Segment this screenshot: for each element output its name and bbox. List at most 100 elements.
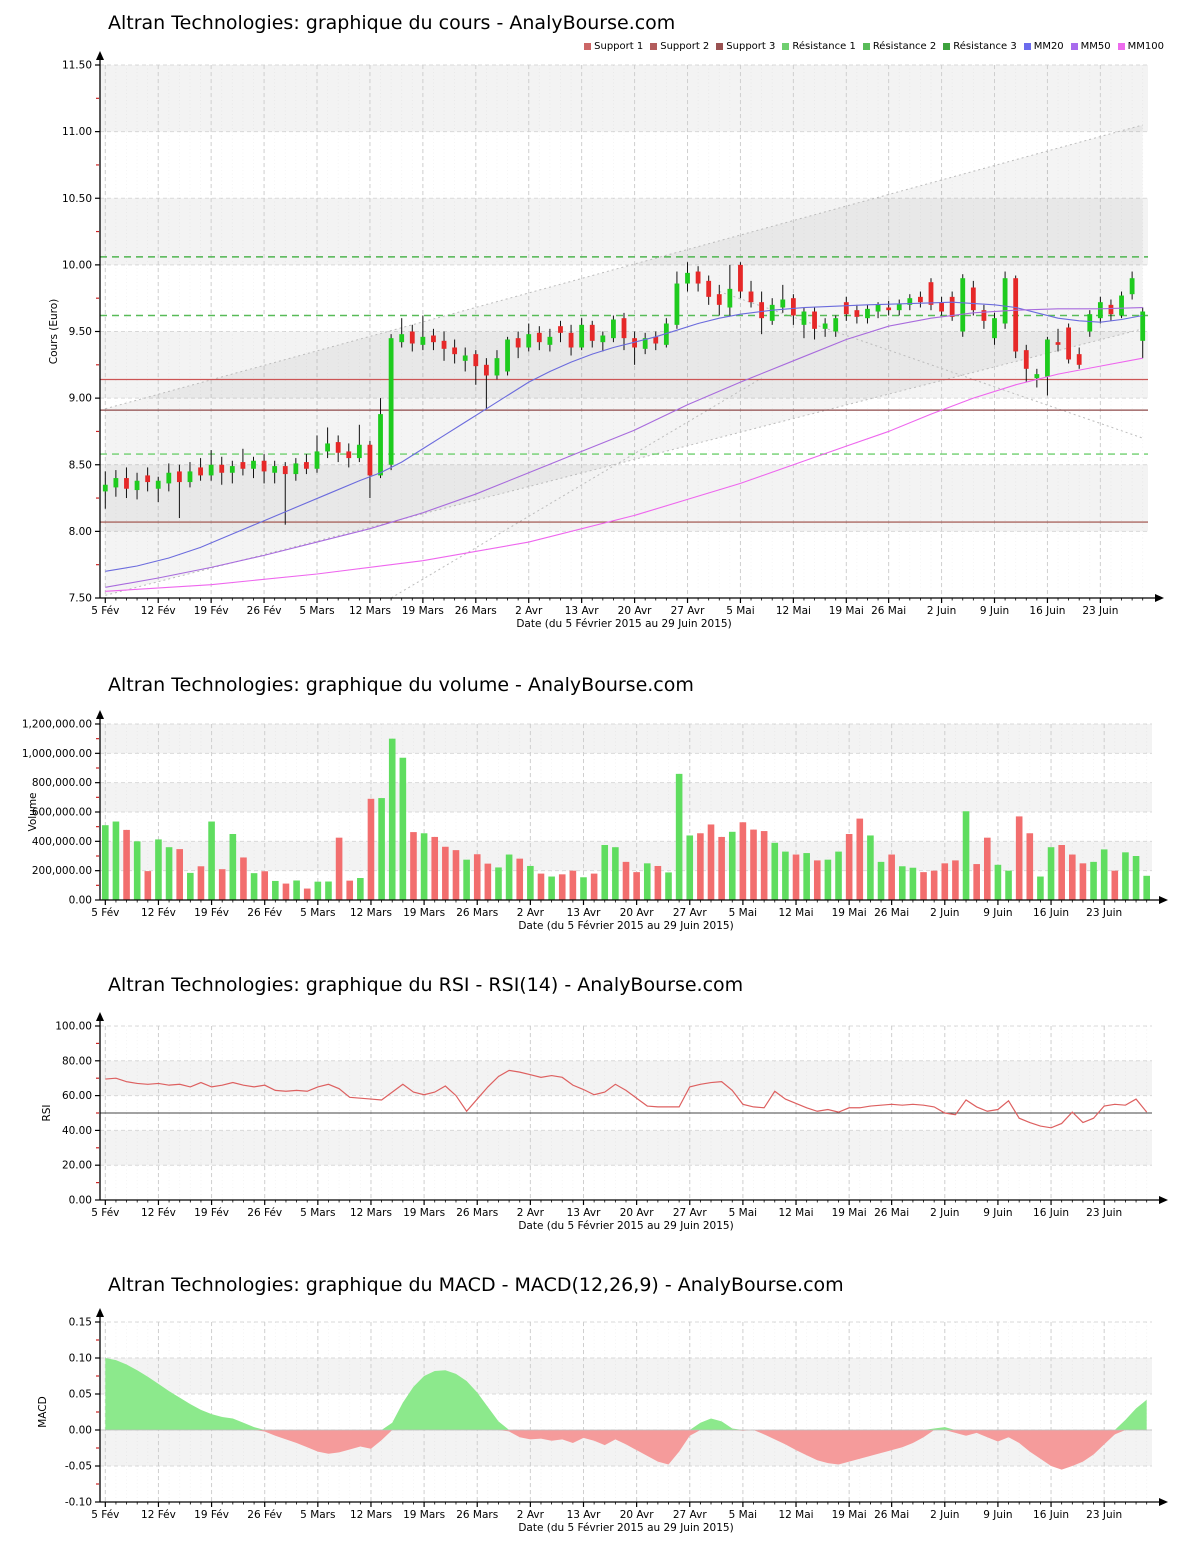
- svg-text:13 Avr: 13 Avr: [567, 1207, 601, 1219]
- svg-text:600,000.00: 600,000.00: [32, 807, 92, 819]
- svg-text:23 Juin: 23 Juin: [1086, 1207, 1122, 1219]
- legend-label: Support 3: [726, 41, 776, 52]
- svg-text:2 Juin: 2 Juin: [930, 1509, 959, 1521]
- svg-text:5 Mars: 5 Mars: [300, 1207, 335, 1219]
- legend-label: Résistance 1: [792, 41, 856, 52]
- svg-text:2 Juin: 2 Juin: [930, 907, 959, 919]
- svg-text:19 Fév: 19 Fév: [194, 1207, 229, 1219]
- svg-text:12 Mars: 12 Mars: [350, 1509, 392, 1521]
- volume-bars: [102, 738, 1150, 900]
- svg-text:19 Mai: 19 Mai: [829, 605, 864, 617]
- svg-text:23 Juin: 23 Juin: [1082, 605, 1118, 617]
- svg-text:0.00: 0.00: [69, 895, 92, 907]
- svg-text:13 Avr: 13 Avr: [567, 907, 601, 919]
- legend-item: MM100: [1117, 41, 1164, 52]
- svg-text:0.00: 0.00: [69, 1425, 92, 1437]
- svg-text:8.50: 8.50: [69, 459, 92, 471]
- svg-text:80.00: 80.00: [62, 1055, 92, 1067]
- legend-swatch-icon: [1070, 43, 1078, 50]
- svg-text:12 Fév: 12 Fév: [141, 1509, 176, 1521]
- svg-text:19 Fév: 19 Fév: [194, 907, 229, 919]
- svg-text:10.00: 10.00: [62, 259, 92, 271]
- macd-chart-title: Altran Technologies: graphique du MACD -…: [108, 1274, 844, 1296]
- svg-text:9.50: 9.50: [69, 326, 92, 338]
- svg-text:7.50: 7.50: [69, 593, 92, 605]
- svg-text:11.00: 11.00: [62, 126, 92, 138]
- svg-text:0.10: 0.10: [69, 1353, 92, 1365]
- svg-text:16 Juin: 16 Juin: [1033, 1509, 1069, 1521]
- svg-text:100.00: 100.00: [55, 1021, 92, 1033]
- svg-text:Date (du 5 Février 2015 au 29: Date (du 5 Février 2015 au 29 Juin 2015): [518, 920, 733, 932]
- svg-text:0.05: 0.05: [69, 1389, 92, 1401]
- legend-swatch-icon: [584, 43, 592, 50]
- svg-text:13 Avr: 13 Avr: [567, 1509, 601, 1521]
- svg-text:26 Mars: 26 Mars: [456, 1207, 498, 1219]
- svg-text:5 Mai: 5 Mai: [729, 907, 757, 919]
- legend-item: Support 1: [584, 41, 643, 52]
- svg-text:16 Juin: 16 Juin: [1033, 907, 1069, 919]
- candles: [102, 262, 1146, 525]
- svg-text:27 Avr: 27 Avr: [671, 605, 705, 617]
- svg-text:12 Fév: 12 Fév: [141, 605, 176, 617]
- svg-text:19 Mars: 19 Mars: [402, 605, 444, 617]
- svg-text:20 Avr: 20 Avr: [620, 1207, 654, 1219]
- svg-text:Date (du 5 Février 2015 au 29: Date (du 5 Février 2015 au 29 Juin 2015): [518, 1522, 733, 1534]
- ma-line-mm20: [105, 301, 1143, 572]
- svg-text:19 Mai: 19 Mai: [832, 1207, 867, 1219]
- svg-text:800,000.00: 800,000.00: [32, 777, 92, 789]
- svg-text:11.50: 11.50: [62, 60, 92, 72]
- legend-item: Résistance 1: [782, 41, 856, 52]
- svg-text:26 Mai: 26 Mai: [874, 907, 909, 919]
- svg-text:12 Mars: 12 Mars: [350, 1207, 392, 1219]
- svg-text:16 Juin: 16 Juin: [1033, 1207, 1069, 1219]
- svg-text:20 Avr: 20 Avr: [618, 605, 652, 617]
- svg-text:Date (du 5 Février 2015 au 29: Date (du 5 Février 2015 au 29 Juin 2015): [516, 618, 731, 630]
- price-chart-legend: Support 1 Support 2 Support 3 Résistance 1 R…: [577, 41, 1164, 52]
- svg-text:27 Avr: 27 Avr: [673, 1207, 707, 1219]
- svg-text:2 Juin: 2 Juin: [927, 605, 956, 617]
- svg-text:9 Juin: 9 Juin: [983, 1207, 1012, 1219]
- svg-text:12 Fév: 12 Fév: [141, 907, 176, 919]
- volume-chart: 0.00 200,000.00 400,000.00 600,000.00 800,00…: [22, 710, 1168, 932]
- svg-text:RSI: RSI: [41, 1104, 53, 1121]
- svg-text:2 Juin: 2 Juin: [930, 1207, 959, 1219]
- legend-label: Résistance 3: [953, 41, 1017, 52]
- svg-text:9 Juin: 9 Juin: [983, 1509, 1012, 1521]
- svg-text:26 Fév: 26 Fév: [247, 1509, 282, 1521]
- svg-text:27 Avr: 27 Avr: [673, 907, 707, 919]
- svg-text:19 Mai: 19 Mai: [832, 1509, 867, 1521]
- legend-swatch-icon: [943, 43, 951, 50]
- svg-text:26 Mai: 26 Mai: [874, 1509, 909, 1521]
- svg-text:5 Mars: 5 Mars: [299, 605, 334, 617]
- rsi-line: [105, 1069, 1148, 1129]
- svg-text:1,200,000.00: 1,200,000.00: [22, 719, 92, 731]
- legend-swatch-icon: [862, 43, 870, 50]
- svg-text:12 Mai: 12 Mai: [778, 1509, 813, 1521]
- legend-item: Résistance 3: [943, 41, 1017, 52]
- svg-text:20.00: 20.00: [62, 1160, 92, 1172]
- svg-text:13 Avr: 13 Avr: [565, 605, 599, 617]
- legend-item: Support 3: [716, 41, 775, 52]
- svg-text:12 Mai: 12 Mai: [776, 605, 811, 617]
- svg-text:60.00: 60.00: [62, 1090, 92, 1102]
- ma-line-mm100: [105, 357, 1143, 592]
- svg-text:8.00: 8.00: [69, 526, 92, 538]
- svg-text:23 Juin: 23 Juin: [1086, 1509, 1122, 1521]
- svg-text:2 Avr: 2 Avr: [517, 1207, 545, 1219]
- svg-text:Date (du 5 Février 2015 au 29: Date (du 5 Février 2015 au 29 Juin 2015): [518, 1220, 733, 1232]
- legend-swatch-icon: [650, 43, 658, 50]
- svg-text:10.50: 10.50: [62, 193, 92, 205]
- svg-text:23 Juin: 23 Juin: [1086, 907, 1122, 919]
- svg-text:2 Avr: 2 Avr: [517, 907, 545, 919]
- svg-text:12 Fév: 12 Fév: [141, 1207, 176, 1219]
- svg-text:2 Avr: 2 Avr: [517, 1509, 545, 1521]
- svg-text:19 Fév: 19 Fév: [194, 1509, 229, 1521]
- svg-text:200,000.00: 200,000.00: [32, 865, 92, 877]
- legend-label: MM50: [1080, 41, 1111, 52]
- legend-label: Résistance 2: [872, 41, 937, 52]
- svg-text:27 Avr: 27 Avr: [673, 1509, 707, 1521]
- svg-text:5 Fév: 5 Fév: [91, 1207, 119, 1219]
- macd-positive-area: [105, 1358, 1147, 1430]
- legend-swatch-icon: [1117, 43, 1125, 50]
